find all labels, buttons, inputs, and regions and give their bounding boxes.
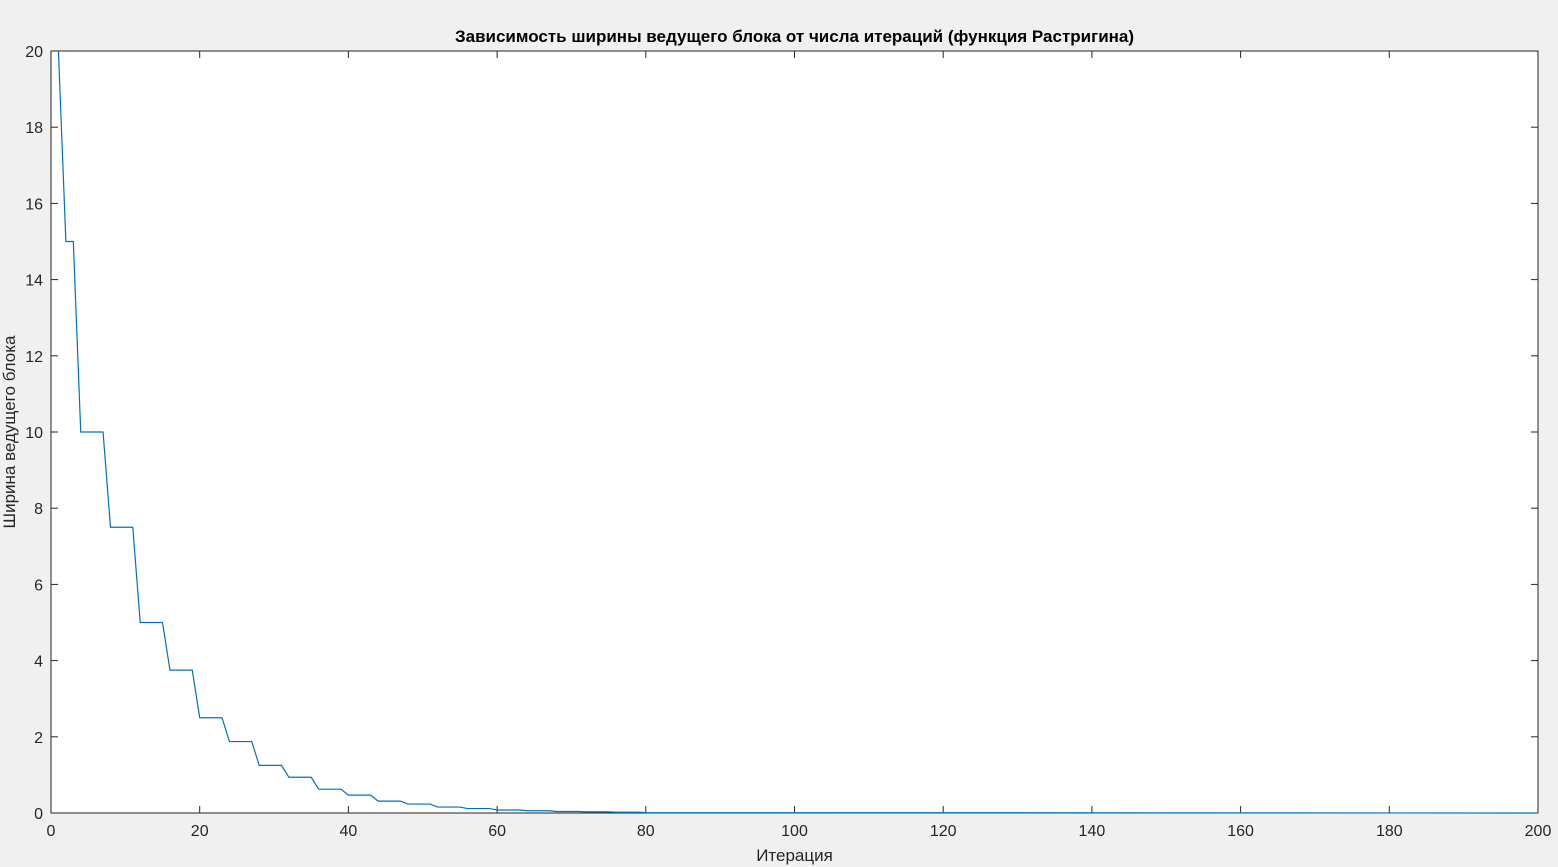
x-tick-label: 140 (1079, 823, 1106, 840)
x-tick-label: 200 (1525, 823, 1552, 840)
y-tick-label: 4 (34, 654, 43, 671)
y-tick-label: 8 (34, 501, 43, 518)
y-tick-label: 16 (25, 196, 43, 213)
x-tick-label: 180 (1376, 823, 1403, 840)
x-tick-label: 60 (488, 823, 506, 840)
y-tick-label: 20 (25, 44, 43, 61)
y-tick-label: 12 (25, 349, 43, 366)
y-tick-label: 2 (34, 730, 43, 747)
x-tick-label: 40 (340, 823, 358, 840)
y-tick-label: 10 (25, 425, 43, 442)
x-axis-label: Итерация (756, 846, 833, 865)
x-tick-label: 20 (191, 823, 209, 840)
y-tick-label: 6 (34, 577, 43, 594)
y-tick-label: 0 (34, 806, 43, 823)
x-tick-label: 160 (1227, 823, 1254, 840)
y-axis-label: Ширина ведущего блока (0, 335, 19, 529)
x-tick-label: 100 (781, 823, 808, 840)
axes-box (51, 51, 1538, 813)
y-tick-label: 18 (25, 120, 43, 137)
x-tick-label: 120 (930, 823, 957, 840)
y-tick-label: 14 (25, 273, 43, 290)
chart-title: Зависимость ширины ведущего блока от чис… (455, 27, 1134, 46)
x-tick-label: 80 (637, 823, 655, 840)
x-tick-label: 0 (47, 823, 56, 840)
